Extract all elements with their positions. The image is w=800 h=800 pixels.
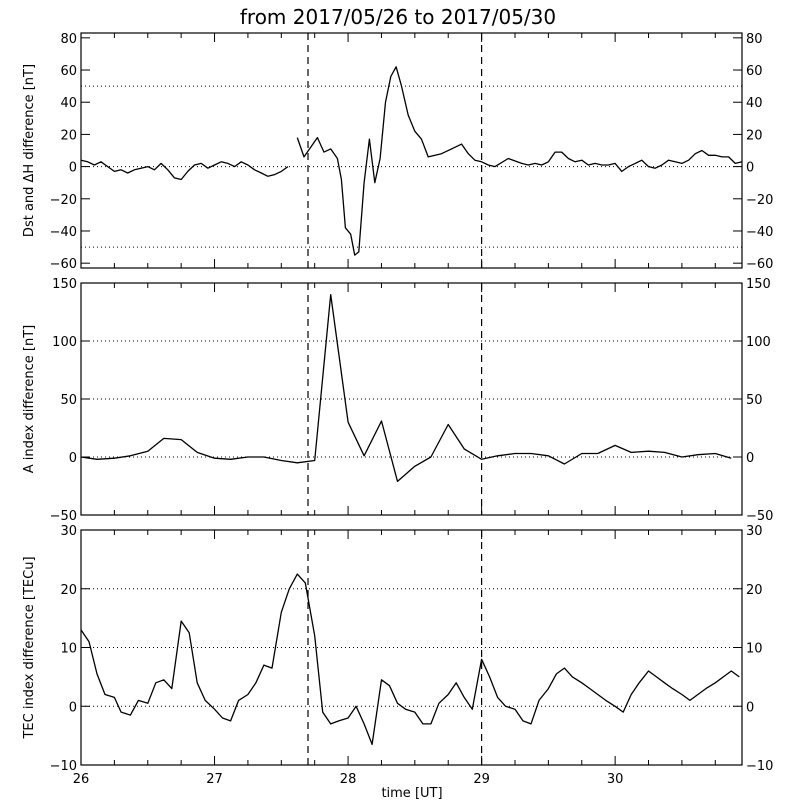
x-axis-label: time [UT] (381, 786, 442, 800)
y-tick-label-right: 40 (746, 96, 763, 111)
y-tick-label-right: 150 (746, 277, 771, 292)
panel-1: −60 −60 −40 −40 −20 −20 0 0 20 20 40 40 60 60 80 80 Dst … (22, 32, 773, 272)
panel-3: −10 −10 0 0 10 10 20 20 30 30 TEC index difference… (22, 524, 773, 774)
x-tick-label: 30 (607, 772, 624, 787)
y-tick-label-left: 50 (60, 393, 77, 408)
y-tick-label-left: −40 (50, 225, 77, 240)
y-tick-label-left: 0 (69, 161, 77, 176)
y-axis-label: A index difference [nT] (22, 325, 37, 473)
y-tick-label-right: −20 (746, 193, 773, 208)
y-tick-label-left: 20 (60, 128, 77, 143)
y-tick-label-right: 80 (746, 32, 763, 47)
data-line-segment-2 (296, 66, 743, 256)
y-tick-label-left: 80 (60, 32, 77, 47)
y-tick-label-left: 100 (52, 335, 77, 350)
x-tick-label: 28 (340, 772, 357, 787)
y-tick-label-right: 20 (746, 128, 763, 143)
x-tick-label: 29 (473, 772, 490, 787)
x-tick-label: 27 (206, 772, 223, 787)
y-tick-label-left: 60 (60, 64, 77, 79)
y-tick-label-left: 20 (60, 583, 77, 598)
y-tick-label-left: 0 (69, 451, 77, 466)
data-line-segment-1 (80, 573, 740, 746)
y-tick-label-left: 10 (60, 642, 77, 657)
y-tick-label-left: 0 (69, 700, 77, 715)
y-tick-label-right: −60 (746, 257, 773, 272)
y-tick-label-left: 40 (60, 96, 77, 111)
y-tick-label-right: 0 (746, 161, 754, 176)
y-tick-label-left: −20 (50, 193, 77, 208)
y-tick-label-right: −40 (746, 225, 773, 240)
y-tick-label-right: 30 (746, 524, 763, 539)
data-line-segment-1 (80, 159, 289, 181)
y-tick-label-right: 100 (746, 335, 771, 350)
plot-frame (80, 529, 743, 766)
y-tick-label-right: 10 (746, 642, 763, 657)
y-tick-label-left: 30 (60, 524, 77, 539)
panel-2: −50 −50 0 0 50 50 100 100 150 150 A index differen… (22, 277, 773, 524)
y-tick-label-left: −60 (50, 257, 77, 272)
x-tick-label: 26 (73, 772, 90, 787)
data-line-segment-1 (80, 293, 732, 483)
y-tick-label-right: 20 (746, 583, 763, 598)
chart-panels: −60 −60 −40 −40 −20 −20 0 0 20 20 40 40 60 60 80 80 Dst … (22, 32, 773, 787)
plot-frame (80, 282, 743, 516)
y-tick-label-left: −10 (50, 759, 77, 774)
y-tick-label-right: −50 (746, 509, 773, 524)
y-tick-label-right: −10 (746, 759, 773, 774)
y-tick-label-right: 60 (746, 64, 763, 79)
plot-frame (80, 32, 743, 269)
y-tick-label-right: 50 (746, 393, 763, 408)
y-axis-label: TEC index difference [TECu] (22, 556, 37, 739)
y-tick-label-left: 150 (52, 277, 77, 292)
y-tick-label-right: 0 (746, 451, 754, 466)
y-axis-label: Dst and ΔH difference [nT] (22, 64, 37, 237)
y-tick-label-right: 0 (746, 700, 754, 715)
chart-title: from 2017/05/26 to 2017/05/30 (240, 5, 556, 29)
y-tick-label-left: −50 (50, 509, 77, 524)
